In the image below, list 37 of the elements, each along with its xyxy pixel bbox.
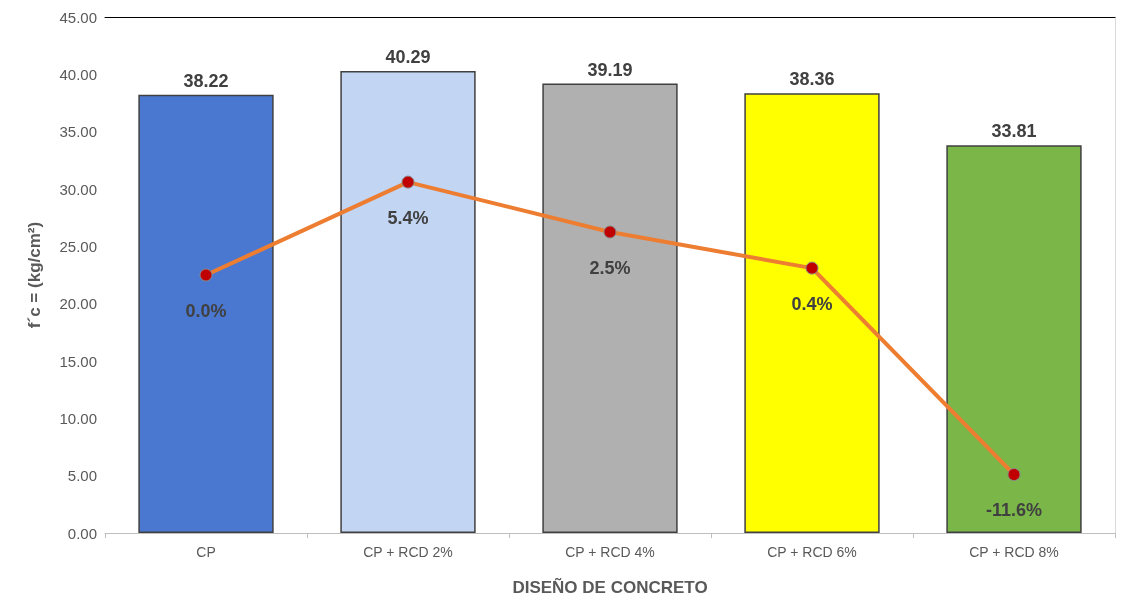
y-axis-title: f´c = (kg/cm²) [25,221,44,329]
point [1007,468,1021,482]
data-label: 2.5% [589,257,631,278]
point [603,225,617,239]
data-label: 0.4% [791,293,833,314]
bar [138,94,274,533]
y-tick-label: 0.00 [67,524,97,542]
x-tick-label: CP + RCD 2% [363,544,453,560]
data-label: 38.22 [183,70,229,91]
bar [340,71,476,533]
y-tick-label: 5.00 [67,467,97,485]
y-tick-label: 15.00 [59,352,97,370]
x-tick-label: CP + RCD 4% [565,544,655,560]
point [401,175,415,189]
bar [542,83,678,533]
data-label: -11.6% [985,500,1043,521]
y-tick-label: 45.00 [59,8,97,26]
y-tick-label: 20.00 [59,295,97,313]
x-axis-title: DISEÑO DE CONCRETO [512,577,708,597]
y-tick-label: 35.00 [59,123,97,141]
data-label: 38.36 [789,69,835,90]
point [199,268,213,282]
data-label: 5.4% [387,207,429,228]
y-tick-label: 25.00 [59,237,97,255]
data-label: 33.81 [991,121,1037,142]
y-tick-label: 10.00 [59,409,97,427]
x-tick-label: CP [196,544,216,560]
bar [744,93,880,533]
x-tick-label: CP + RCD 6% [767,544,857,560]
y-tick-label: 30.00 [59,180,97,198]
bar [946,145,1082,533]
data-label: 40.29 [385,47,431,68]
point [805,261,819,275]
data-label: 39.19 [587,59,633,80]
y-tick-label: 40.00 [59,65,97,83]
data-label: 0.0% [185,300,227,321]
x-tick-label: CP + RCD 8% [969,544,1059,560]
